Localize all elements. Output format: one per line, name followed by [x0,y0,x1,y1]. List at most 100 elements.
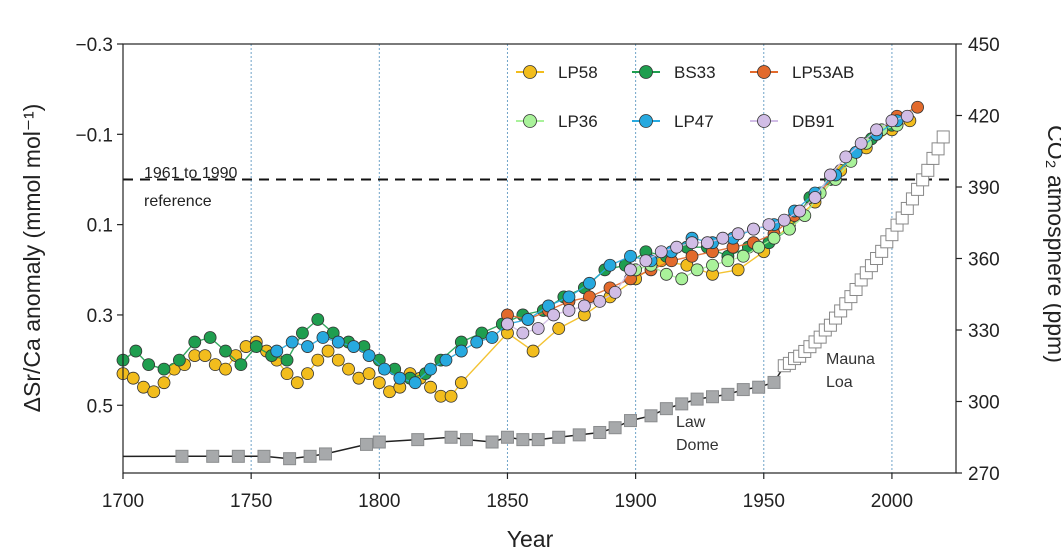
point-LP58 [372,376,386,390]
point-LP53AB [911,100,924,114]
y-left-tick-label: 0.1 [87,216,113,237]
point-LP58 [301,367,314,381]
co2-layer [122,130,950,466]
co2-point [283,452,297,466]
point-DB91 [593,294,607,308]
x-tick-label: 1800 [358,491,400,512]
point-DB91 [885,114,899,128]
law-dome-label-line1: Law [676,414,706,431]
point-BS33 [172,353,186,367]
point-DB91 [608,285,622,299]
co2-point [623,414,637,428]
point-DB91 [854,136,868,150]
series-layer [116,100,924,403]
point-DB91 [762,218,776,232]
co2-point [706,390,720,404]
point-LP58 [552,322,566,335]
point-LP58 [280,367,294,381]
point-DB91 [716,231,730,245]
point-LP58 [424,380,437,394]
co2-line [122,136,944,460]
co2-point [767,375,781,389]
co2-point [552,430,566,444]
tick-layer: 1700 1750 1800 1850 1900 1950 2000 −0.3 −0.1 0.1 0… [75,35,999,512]
point-BS33 [129,344,143,358]
co2-point [303,449,317,463]
point-LP58 [321,344,335,358]
point-DB91 [562,304,576,317]
co2-point [593,425,607,439]
point-LP47 [583,276,596,290]
point-LP47 [362,349,376,362]
point-LP58 [219,362,232,376]
x-tick-label: 1950 [743,491,785,512]
point-LP47 [270,344,284,358]
point-LP47 [562,290,576,304]
y-right-tick-label: 360 [968,250,1000,271]
point-DB91 [501,317,514,331]
legend-swatch-marker [639,65,653,79]
co2-point [372,435,386,449]
point-LP47 [624,249,637,263]
co2-point [931,142,945,156]
point-DB91 [624,263,637,277]
co2-point [675,397,689,411]
y-right-tick-label: 270 [968,464,1000,485]
point-LP58 [362,367,376,381]
point-DB91 [870,123,883,137]
co2-point [485,435,499,449]
right-y-axis-title: CO₂ atmosphere (ppm) [1043,125,1061,363]
point-DB91 [700,236,714,250]
y-right-tick-label: 300 [968,393,1000,414]
co2-point [231,449,245,463]
point-LP47 [316,331,330,344]
co2-point [690,392,704,406]
legend: LP58 BS33 LP53AB LP36 LP47 DB91 [516,63,854,131]
point-DB91 [777,213,791,227]
point-DB91 [670,240,684,254]
point-DB91 [639,254,653,268]
point-LP47 [439,353,453,367]
point-DB91 [808,191,822,204]
co2-point [206,449,220,463]
point-LP47 [485,331,499,344]
point-BS33 [157,362,171,376]
point-LP47 [603,258,617,272]
legend-label-LP53AB: LP53AB [792,63,854,82]
point-LP47 [521,313,535,326]
point-BS33 [280,353,294,367]
point-LP36 [659,267,673,281]
co2-point [257,449,271,463]
point-BS33 [203,331,217,344]
point-LP58 [731,263,745,277]
co2-point [459,433,473,447]
co2-point [721,387,735,401]
point-DB91 [516,326,530,340]
co2-point [500,430,514,444]
point-LP47 [408,376,422,390]
point-DB91 [900,109,914,123]
point-BS33 [142,358,156,372]
co2-point [752,380,766,394]
point-LP47 [424,362,437,376]
point-LP36 [706,258,719,272]
point-BS33 [234,358,248,372]
co2-point [318,447,332,461]
legend-label-LP58: LP58 [558,63,598,82]
x-axis-title: Year [507,526,554,552]
point-LP58 [526,344,540,358]
legend-label-LP36: LP36 [558,112,598,131]
point-BS33 [188,335,202,349]
point-BS33 [249,340,263,353]
point-LP58 [342,362,355,376]
co2-point [936,130,950,144]
point-LP58 [331,353,345,367]
co2-point [359,437,373,451]
point-DB91 [654,245,668,259]
point-LP47 [470,335,484,349]
y-left-tick-label: 0.3 [87,306,113,327]
x-tick-label: 1900 [614,491,656,512]
co2-point [531,433,545,447]
point-LP36 [752,240,766,254]
y-left-tick-label: 0.5 [87,396,113,417]
